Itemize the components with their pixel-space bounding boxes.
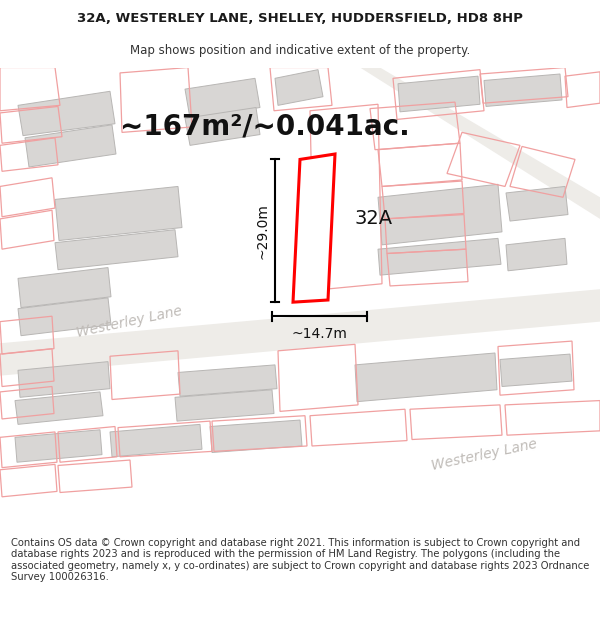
Polygon shape — [15, 392, 103, 424]
Polygon shape — [506, 186, 568, 221]
Polygon shape — [378, 184, 502, 245]
Text: ~14.7m: ~14.7m — [292, 327, 347, 341]
Polygon shape — [360, 68, 600, 219]
Polygon shape — [25, 125, 116, 167]
Polygon shape — [18, 362, 110, 398]
Polygon shape — [18, 91, 115, 136]
Text: Map shows position and indicative extent of the property.: Map shows position and indicative extent… — [130, 44, 470, 57]
Text: Westerley Lane: Westerley Lane — [75, 304, 184, 339]
Polygon shape — [293, 154, 335, 302]
Polygon shape — [185, 78, 260, 118]
Text: 32A, WESTERLEY LANE, SHELLEY, HUDDERSFIELD, HD8 8HP: 32A, WESTERLEY LANE, SHELLEY, HUDDERSFIE… — [77, 12, 523, 26]
Text: ~29.0m: ~29.0m — [255, 203, 269, 259]
Polygon shape — [55, 186, 182, 241]
Text: ~167m²/~0.041ac.: ~167m²/~0.041ac. — [120, 113, 410, 141]
Text: Westerley Lane: Westerley Lane — [430, 437, 538, 472]
Polygon shape — [378, 238, 501, 275]
Polygon shape — [18, 298, 111, 336]
Polygon shape — [175, 390, 274, 421]
Polygon shape — [15, 430, 102, 462]
Polygon shape — [355, 353, 497, 402]
Text: 32A: 32A — [355, 209, 393, 228]
Polygon shape — [500, 354, 572, 386]
Polygon shape — [18, 268, 111, 308]
Polygon shape — [110, 424, 202, 457]
Polygon shape — [55, 230, 178, 270]
Text: Contains OS data © Crown copyright and database right 2021. This information is : Contains OS data © Crown copyright and d… — [11, 538, 589, 582]
Polygon shape — [506, 238, 567, 271]
Polygon shape — [178, 365, 277, 396]
Polygon shape — [0, 289, 600, 376]
Polygon shape — [398, 76, 480, 112]
Polygon shape — [484, 74, 562, 106]
Polygon shape — [210, 420, 302, 452]
Polygon shape — [275, 69, 323, 106]
Polygon shape — [185, 107, 260, 146]
